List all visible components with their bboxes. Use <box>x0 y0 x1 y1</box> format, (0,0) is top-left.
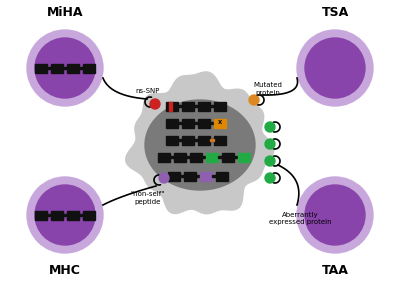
Text: Aberrantly
expressed protein: Aberrantly expressed protein <box>269 212 331 225</box>
Bar <box>47 67 51 69</box>
Bar <box>63 67 67 69</box>
Bar <box>174 153 186 162</box>
Bar <box>194 122 198 124</box>
Bar <box>83 64 95 72</box>
Circle shape <box>305 38 365 98</box>
Bar <box>210 139 214 141</box>
Bar <box>216 171 228 180</box>
Text: ns-SNP: ns-SNP <box>136 88 160 94</box>
Bar <box>212 175 216 177</box>
Bar <box>166 101 178 110</box>
Bar <box>196 175 200 177</box>
Bar <box>67 64 79 72</box>
Bar <box>178 122 182 124</box>
Bar <box>51 64 63 72</box>
Text: TAA: TAA <box>322 264 348 277</box>
Circle shape <box>159 173 169 183</box>
Bar <box>214 135 226 144</box>
Bar <box>166 119 178 128</box>
Circle shape <box>249 95 259 105</box>
Bar <box>194 105 198 107</box>
Text: TSA: TSA <box>321 6 349 19</box>
Bar <box>198 119 210 128</box>
Circle shape <box>305 185 365 245</box>
Bar <box>198 101 210 110</box>
Ellipse shape <box>145 100 255 190</box>
Circle shape <box>150 99 160 109</box>
Text: X: X <box>218 121 222 126</box>
Bar <box>206 153 218 162</box>
Circle shape <box>35 185 95 245</box>
Polygon shape <box>126 72 274 214</box>
Circle shape <box>265 122 275 132</box>
Circle shape <box>265 173 275 183</box>
Bar <box>200 171 212 180</box>
Circle shape <box>265 156 275 166</box>
Text: MiHA: MiHA <box>47 6 83 19</box>
Bar <box>180 175 184 177</box>
Bar <box>194 139 198 141</box>
Bar <box>47 214 51 216</box>
Bar <box>178 105 182 107</box>
Bar <box>67 210 79 219</box>
Bar <box>198 135 210 144</box>
Bar <box>238 153 250 162</box>
Circle shape <box>297 177 373 253</box>
Bar <box>169 101 172 110</box>
Bar <box>202 156 206 158</box>
Circle shape <box>27 177 103 253</box>
Bar <box>35 64 47 72</box>
Bar <box>168 171 180 180</box>
Bar <box>234 156 238 158</box>
Bar <box>79 67 83 69</box>
Bar <box>218 156 222 158</box>
Bar <box>186 156 190 158</box>
Bar <box>210 105 214 107</box>
Text: "non-self"
peptide: "non-self" peptide <box>131 191 165 205</box>
Bar <box>182 135 194 144</box>
Circle shape <box>27 30 103 106</box>
Bar <box>79 214 83 216</box>
Bar <box>210 122 214 124</box>
Text: MHC: MHC <box>49 264 81 277</box>
Bar <box>35 210 47 219</box>
Bar <box>51 210 63 219</box>
Bar <box>210 139 214 141</box>
Bar <box>190 153 202 162</box>
Bar <box>222 153 234 162</box>
Bar <box>170 156 174 158</box>
Bar <box>158 153 170 162</box>
Bar <box>182 119 194 128</box>
Bar <box>214 119 226 128</box>
Circle shape <box>265 139 275 149</box>
Bar <box>166 135 178 144</box>
Bar <box>83 210 95 219</box>
Bar <box>214 101 226 110</box>
Bar <box>182 101 194 110</box>
Circle shape <box>297 30 373 106</box>
Bar <box>178 139 182 141</box>
Bar <box>63 214 67 216</box>
Bar <box>184 171 196 180</box>
Circle shape <box>35 38 95 98</box>
Text: Mutated
protein: Mutated protein <box>254 82 282 96</box>
